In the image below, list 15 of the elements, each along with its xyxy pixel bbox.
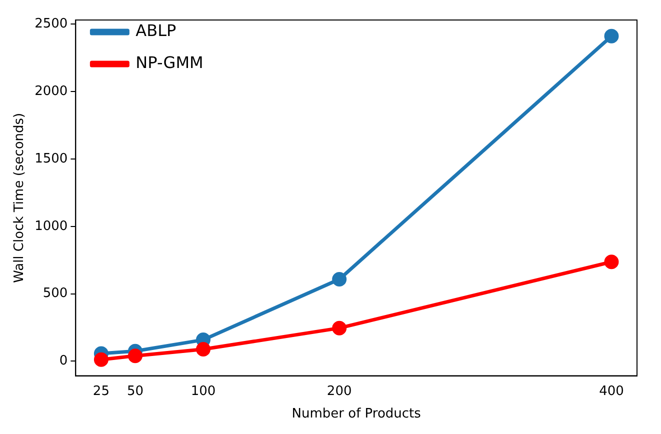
legend-label: ABLP <box>136 21 177 40</box>
x-tick-label: 50 <box>126 384 144 399</box>
y-tick-label: 0 <box>59 354 68 369</box>
y-axis-title: Wall Clock Time (seconds) <box>12 112 28 283</box>
y-tick-label: 1000 <box>34 218 68 234</box>
y-tick-label: 2500 <box>34 16 68 32</box>
legend-label: NP-GMM <box>136 53 204 72</box>
y-tick-label: 1500 <box>34 151 68 166</box>
x-tick-label: 400 <box>599 384 624 399</box>
x-tick-label: 25 <box>92 384 110 399</box>
y-tick-label: 2000 <box>34 84 68 99</box>
x-tick-label: 100 <box>190 384 216 399</box>
x-axis-title: Number of Products <box>292 406 422 422</box>
y-tick-label: 500 <box>42 286 68 302</box>
x-tick-label: 200 <box>326 384 352 399</box>
